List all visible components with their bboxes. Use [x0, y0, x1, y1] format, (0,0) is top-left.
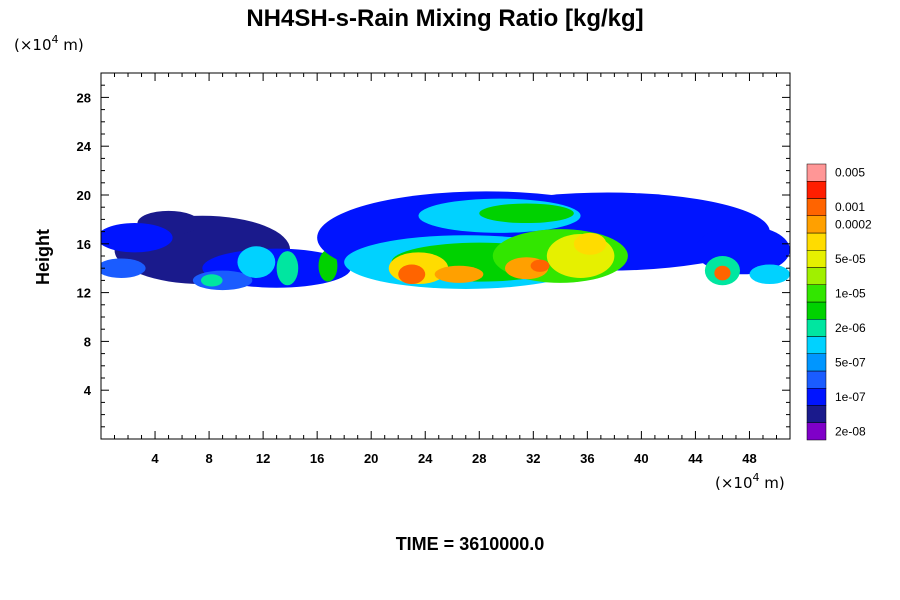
y-tick-label: 28 — [77, 90, 91, 105]
x-tick-label: 20 — [364, 451, 378, 466]
time-label: TIME = 3610000.0 — [396, 534, 545, 554]
contour-region — [237, 246, 276, 278]
y-tick-label: 24 — [77, 139, 92, 154]
x-axis: 4 8 12 16 20 24 28 32 36 40 44 48 — [114, 73, 777, 466]
contour-region — [530, 259, 550, 272]
colorbar: 2e-08 1e-07 5e-07 2e-06 1e-05 5e-05 0.0002 0.00… — [806, 163, 872, 441]
colorbar-swatch — [806, 181, 827, 199]
colorbar-swatch — [806, 388, 827, 406]
x-tick-label: 24 — [418, 451, 433, 466]
colorbar-label: 0.001 — [835, 200, 865, 214]
colorbar-label: 1e-07 — [835, 390, 866, 404]
y-tick-label: 12 — [77, 286, 91, 301]
colorbar-label: 5e-07 — [835, 355, 866, 369]
colorbar-swatch — [806, 336, 827, 354]
colorbar-swatch — [806, 267, 827, 285]
x-tick-label: 40 — [634, 451, 648, 466]
x-tick-label: 8 — [205, 451, 212, 466]
contour-region — [101, 223, 173, 253]
colorbar-swatch — [806, 163, 827, 182]
contour-region — [318, 249, 338, 282]
contour-region — [101, 258, 146, 278]
contour-region — [479, 203, 574, 224]
plot-area — [101, 191, 790, 291]
contour-region — [200, 274, 223, 287]
colorbar-swatch — [806, 405, 827, 423]
x-tick-label: 32 — [526, 451, 540, 466]
colorbar-label: 1e-05 — [835, 286, 866, 300]
x-tick-label: 28 — [472, 451, 486, 466]
y-axis: 4 8 12 16 20 24 28 — [77, 84, 790, 428]
x-tick-label: 12 — [256, 451, 270, 466]
colorbar-swatch — [806, 250, 827, 268]
colorbar-swatch — [806, 370, 827, 389]
colorbar-swatch — [806, 353, 827, 372]
y-tick-label: 8 — [84, 334, 91, 349]
contour-region — [434, 265, 484, 283]
colorbar-swatch — [806, 422, 827, 441]
x-axis-unit-label: (×104 m) — [715, 471, 785, 492]
x-tick-label: 36 — [580, 451, 594, 466]
x-tick-label: 44 — [688, 451, 703, 466]
chart-title: NH4SH-s-Rain Mixing Ratio [kg/kg] — [246, 5, 643, 32]
x-tick-label: 48 — [742, 451, 756, 466]
contour-region — [714, 265, 731, 281]
contour-region — [276, 251, 299, 286]
contour-region — [398, 264, 426, 285]
x-tick-label: 4 — [151, 451, 159, 466]
colorbar-label: 5e-05 — [835, 252, 866, 266]
contour-region — [573, 232, 607, 255]
contour-region — [749, 264, 790, 285]
colorbar-swatch — [806, 215, 827, 234]
colorbar-swatch — [806, 198, 827, 216]
y-tick-label: 4 — [84, 383, 92, 398]
colorbar-label: 0.005 — [835, 166, 865, 180]
colorbar-swatch — [806, 301, 827, 320]
y-axis-unit-label: (×104 m) — [14, 33, 84, 54]
colorbar-label: 2e-08 — [835, 424, 866, 438]
x-tick-label: 16 — [310, 451, 324, 466]
y-tick-label: 16 — [77, 237, 91, 252]
colorbar-label: 2e-06 — [835, 321, 866, 335]
y-axis-label: Height — [33, 229, 53, 285]
colorbar-swatch — [806, 319, 827, 337]
colorbar-swatch — [806, 284, 827, 303]
colorbar-swatch — [806, 232, 827, 251]
colorbar-label: 0.0002 — [835, 217, 872, 231]
y-tick-label: 20 — [77, 188, 91, 203]
